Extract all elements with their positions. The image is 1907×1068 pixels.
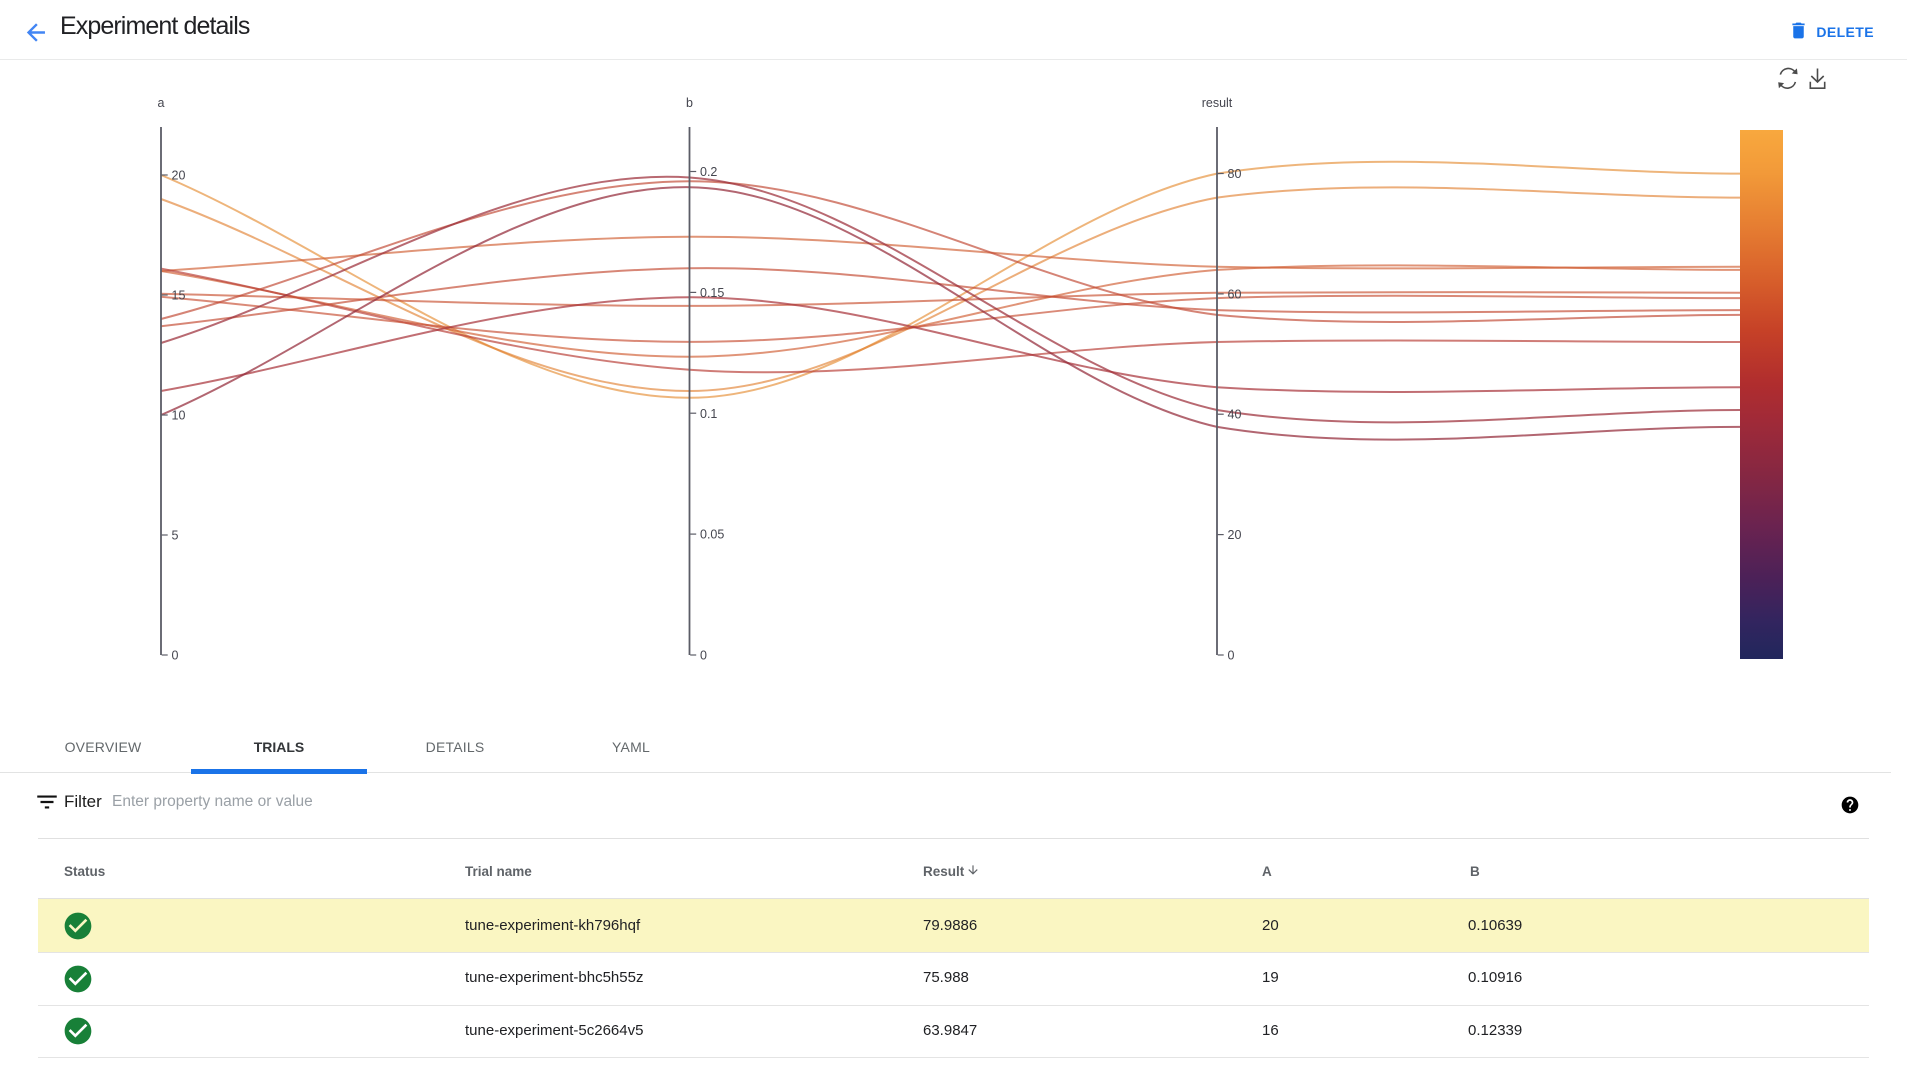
svg-text:80: 80 [1228, 167, 1242, 181]
svg-text:40: 40 [1228, 408, 1242, 422]
svg-text:20: 20 [1228, 528, 1242, 542]
svg-text:15: 15 [172, 289, 186, 303]
svg-text:0: 0 [700, 649, 707, 663]
svg-text:0.05: 0.05 [700, 528, 724, 542]
svg-text:0: 0 [1228, 649, 1235, 663]
svg-text:5: 5 [172, 529, 179, 543]
svg-text:0.2: 0.2 [700, 165, 717, 179]
svg-text:20: 20 [172, 169, 186, 183]
svg-text:0.1: 0.1 [700, 407, 717, 421]
svg-text:a: a [158, 96, 165, 110]
svg-text:b: b [686, 96, 693, 110]
svg-text:60: 60 [1228, 287, 1242, 301]
svg-text:result: result [1202, 96, 1233, 110]
svg-text:10: 10 [172, 409, 186, 423]
svg-text:0.15: 0.15 [700, 286, 724, 300]
svg-text:0: 0 [172, 649, 179, 663]
